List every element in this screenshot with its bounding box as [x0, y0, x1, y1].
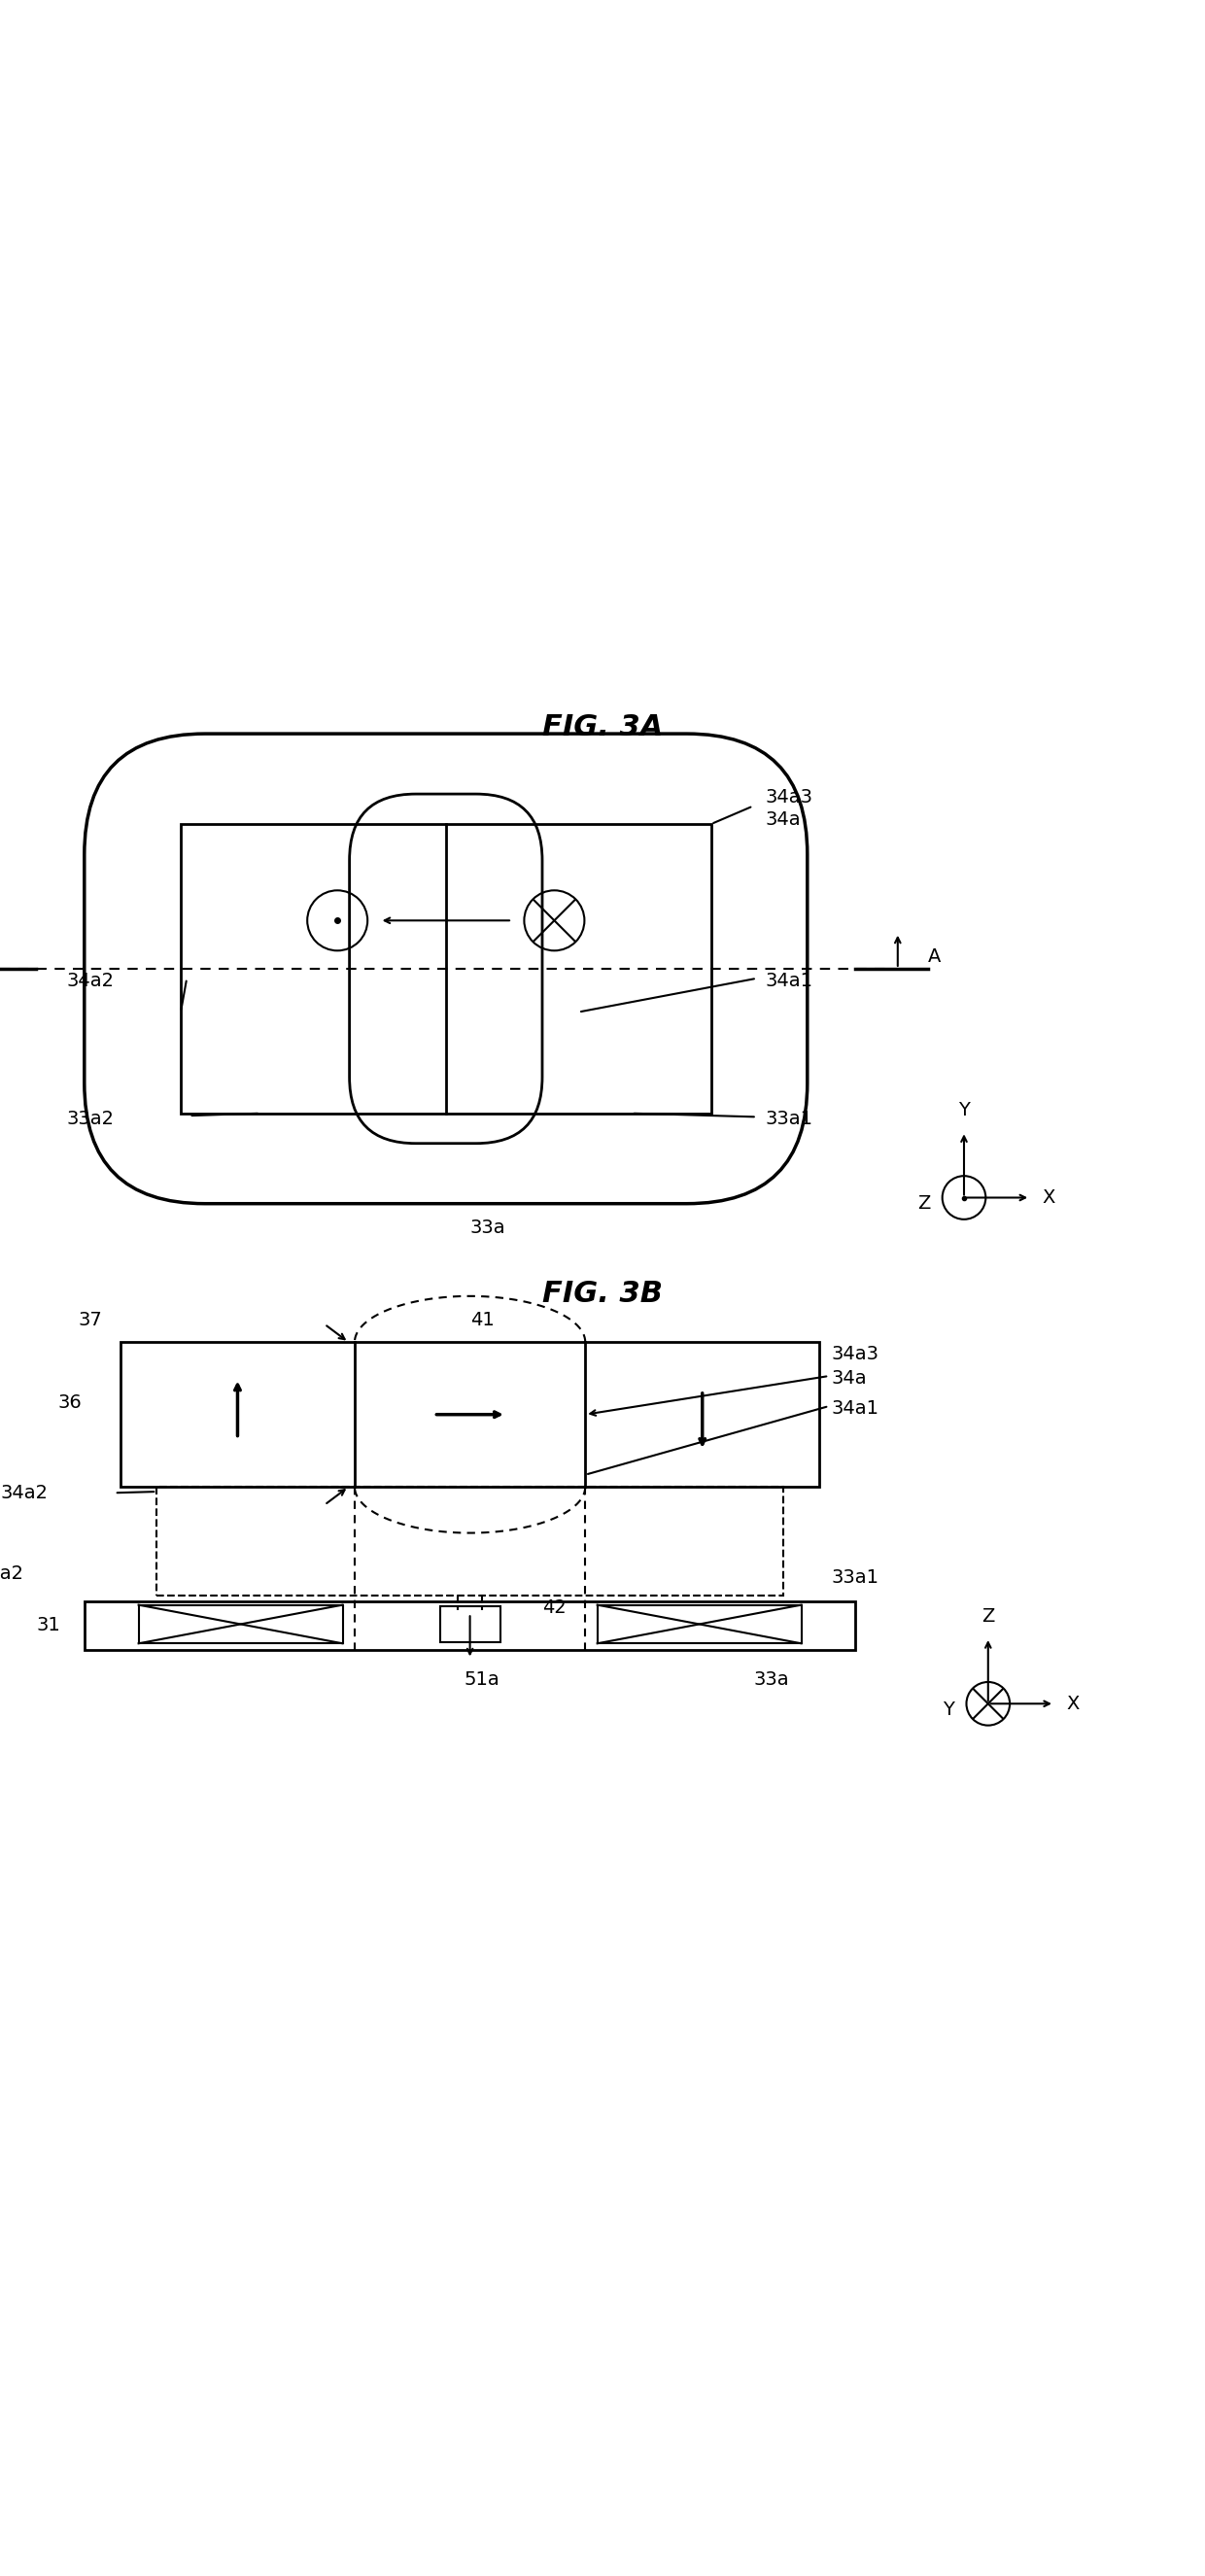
Text: 33a: 33a [470, 1218, 506, 1236]
Text: 33a: 33a [753, 1669, 789, 1690]
Text: Z: Z [917, 1195, 930, 1213]
Bar [120, 1342, 819, 1486]
Text: 34a: 34a [765, 809, 801, 829]
Text: 31: 31 [36, 1615, 60, 1636]
Bar [181, 824, 711, 1113]
Bar [440, 1605, 500, 1643]
Text: X: X [1066, 1695, 1080, 1713]
Text: Z: Z [982, 1607, 994, 1625]
Text: 33a1: 33a1 [831, 1569, 880, 1587]
Text: 36: 36 [58, 1394, 82, 1412]
Text: Y: Y [958, 1100, 970, 1121]
Text: 51a: 51a [464, 1669, 500, 1690]
Text: 34a: 34a [831, 1368, 868, 1388]
Text: 33a2: 33a2 [66, 1110, 114, 1128]
Text: 34a1: 34a1 [831, 1399, 880, 1417]
Text: Y: Y [942, 1700, 954, 1718]
Text: 34a3: 34a3 [765, 788, 813, 806]
Text: X: X [1042, 1188, 1056, 1208]
Bar [598, 1605, 801, 1643]
Text: 41: 41 [470, 1311, 494, 1329]
Text: FIG. 3A: FIG. 3A [542, 714, 663, 742]
Bar [157, 1486, 783, 1595]
Text: 34a2: 34a2 [66, 971, 114, 989]
Text: 34a3: 34a3 [831, 1345, 880, 1363]
Text: 33a1: 33a1 [765, 1110, 813, 1128]
Text: 34a1: 34a1 [765, 971, 813, 989]
Text: FIG. 3B: FIG. 3B [542, 1280, 663, 1309]
Text: 34a2: 34a2 [0, 1484, 48, 1502]
Text: 42: 42 [542, 1597, 566, 1618]
Text: A: A [928, 948, 941, 966]
Text: 37: 37 [78, 1311, 102, 1329]
Bar [84, 1602, 856, 1649]
Bar [139, 1605, 342, 1643]
Text: 33a2: 33a2 [0, 1564, 24, 1582]
